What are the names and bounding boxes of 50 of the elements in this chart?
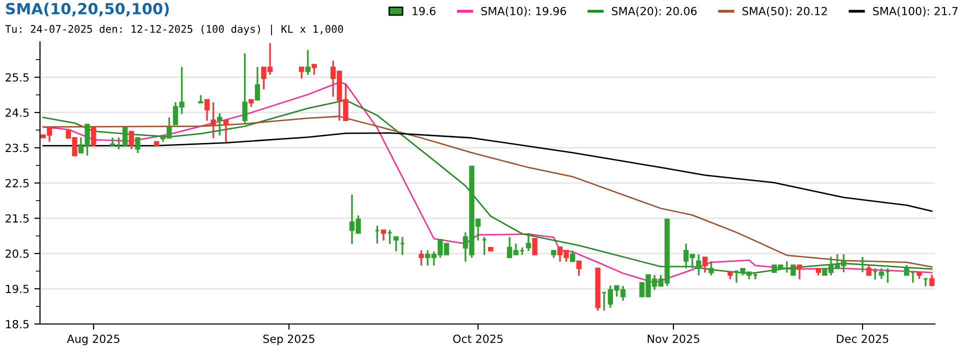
x-tick-label: Oct 2025 <box>453 334 503 344</box>
candlestick <box>242 52 248 126</box>
candlestick <box>532 238 538 256</box>
candlestick <box>418 249 424 266</box>
legend-label: 19.6 <box>412 6 436 16</box>
candlestick <box>305 49 310 76</box>
x-tick-label: Sep 2025 <box>263 334 314 346</box>
candlestick <box>110 136 116 146</box>
legend-label: SMA(50): 20.12 <box>742 6 827 17</box>
candlestick <box>254 66 260 101</box>
candlestick <box>576 260 582 277</box>
candlestick <box>929 274 934 288</box>
candlestick <box>217 112 222 136</box>
candlestick <box>298 66 304 80</box>
candlestick <box>696 254 702 276</box>
y-tick-label: 19.5 <box>6 284 29 294</box>
candlestick <box>904 264 910 276</box>
candlestick <box>702 256 708 274</box>
y-tick-label: 22.5 <box>6 178 29 188</box>
y-tick-label: 21.5 <box>6 214 29 223</box>
candlestick <box>380 229 386 242</box>
x-tick-label: Dec 2025 <box>836 334 888 344</box>
candlestick <box>135 137 140 154</box>
candlestick <box>394 236 399 252</box>
y-tick-label: 25.5 <box>6 73 29 82</box>
legend-label: SMA(100): 21.7 <box>873 6 958 17</box>
chart-subtitle: Tu: 24-07-2025 den: 12-12-2025 (100 days) | KL x 1,000 <box>5 24 343 36</box>
candlestick <box>866 264 872 276</box>
candlestick <box>878 267 884 280</box>
legend-label: SMA(20): 20.06 <box>612 6 697 17</box>
candlestick <box>90 126 96 146</box>
x-tick-label: Nov 2025 <box>648 334 700 344</box>
x-tick-label: Aug 2025 <box>66 334 120 346</box>
line-series <box>42 132 933 212</box>
candlestick <box>128 130 134 150</box>
candlestick <box>708 260 714 276</box>
y-tick-label: 23.5 <box>6 144 29 152</box>
y-tick-label: 18.5 <box>6 320 29 328</box>
candlestick <box>204 98 210 122</box>
chart-title: SMA(10,20,50,100) <box>6 2 169 16</box>
candlestick <box>223 119 229 143</box>
candlestick <box>570 250 576 262</box>
candlestick <box>796 264 802 280</box>
legend-label: SMA(10): 19.96 <box>481 6 566 17</box>
candlestick <box>210 101 216 140</box>
y-tick-label: 24.5 <box>6 108 29 117</box>
candlestick <box>122 126 128 146</box>
candlestick <box>312 64 317 76</box>
y-tick-label: 20.5 <box>6 249 29 258</box>
candlestick <box>526 232 532 252</box>
